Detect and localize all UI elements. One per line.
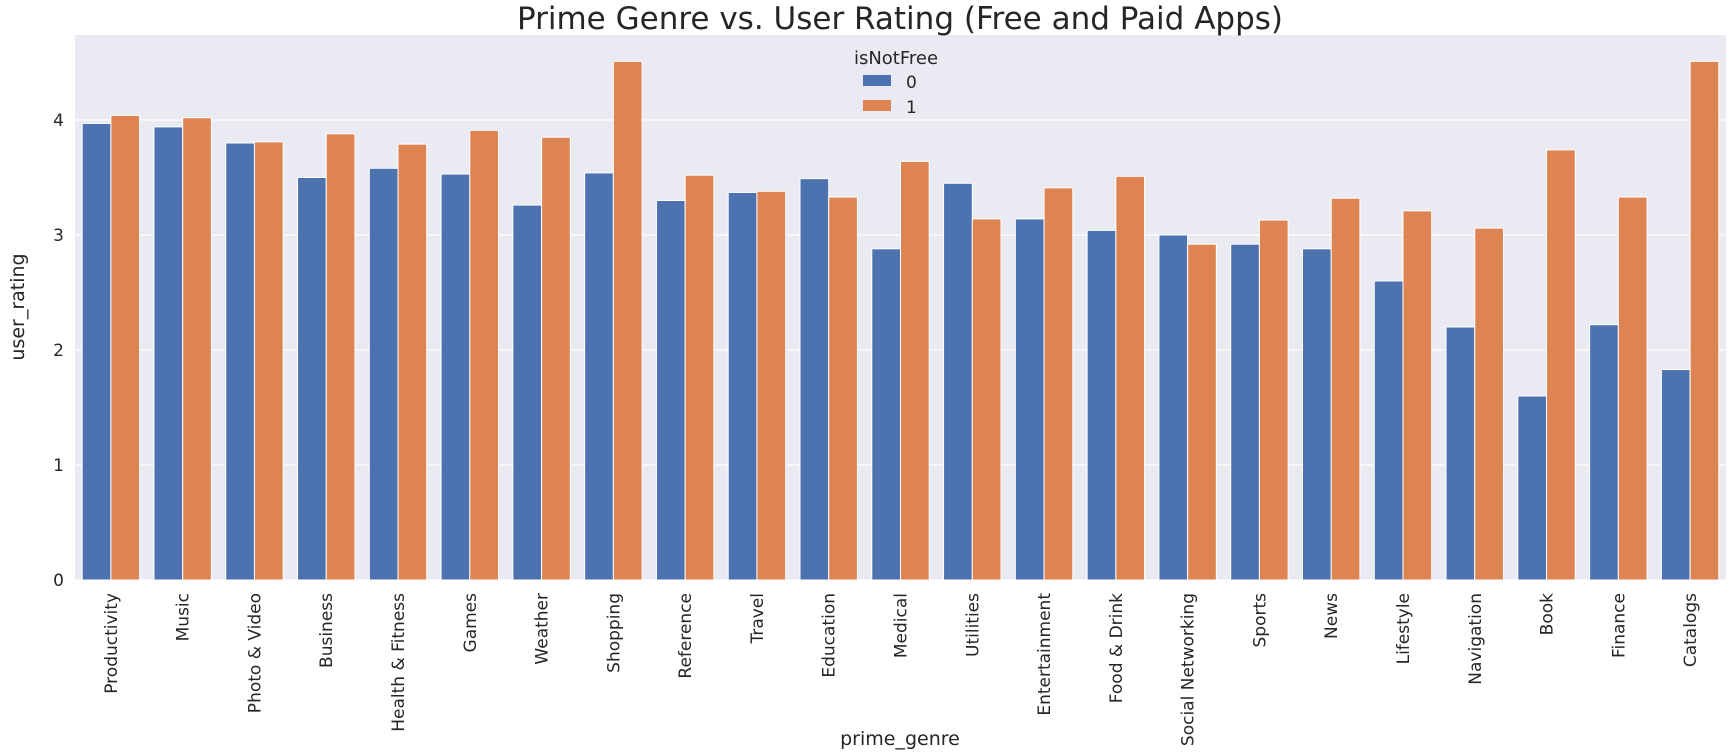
x-tick-labels: Productivity Music Photo & Video Business He… <box>102 593 1701 746</box>
bar-series-1-7 <box>612 60 643 581</box>
bar-series-0-13 <box>1014 218 1045 581</box>
legend-label-0: 0 <box>906 73 917 93</box>
bar-series-0-5 <box>440 173 471 581</box>
bar-series-0-14 <box>1086 229 1117 581</box>
bar-series-1-1 <box>182 117 212 581</box>
bar-series-0-22 <box>1660 369 1691 581</box>
legend-label-1: 1 <box>906 98 917 118</box>
x-tick-label: Food & Drink <box>1107 593 1127 703</box>
bar-series-1-16 <box>1258 219 1289 581</box>
bar-series-0-4 <box>368 167 399 581</box>
bar-series-1-2 <box>253 141 284 581</box>
y-tick-label: 1 <box>53 456 64 476</box>
bar-series-1-22 <box>1689 60 1720 581</box>
x-tick-label: Education <box>820 593 840 678</box>
bar-series-0-8 <box>655 200 686 581</box>
x-tick-label: Sports <box>1250 593 1270 648</box>
bar-series-1-12 <box>971 218 1002 581</box>
x-tick-label: Business <box>317 593 337 668</box>
x-tick-label: Photo & Video <box>246 593 266 713</box>
bar-series-1-17 <box>1330 197 1361 581</box>
x-tick-label: Productivity <box>102 593 122 694</box>
x-tick-label: Weather <box>533 593 553 665</box>
bar-series-0-16 <box>1230 243 1260 581</box>
bar-series-0-12 <box>943 182 973 581</box>
x-tick-label: Finance <box>1609 593 1629 658</box>
bar-series-1-3 <box>325 133 356 581</box>
bar-series-0-11 <box>871 248 901 581</box>
bar-series-0-10 <box>799 178 830 581</box>
bar-series-1-13 <box>1043 187 1074 581</box>
bar-series-1-15 <box>1187 243 1217 581</box>
bar-series-1-8 <box>684 174 715 581</box>
legend-swatch-0 <box>863 75 891 86</box>
bar-series-1-21 <box>1617 196 1648 581</box>
x-tick-label: Shopping <box>604 593 624 673</box>
x-tick-label: Utilities <box>963 593 983 657</box>
bar-series-1-4 <box>397 143 428 581</box>
bar-series-0-17 <box>1301 248 1332 581</box>
y-tick-label: 0 <box>53 571 64 591</box>
x-tick-label: Travel <box>748 593 768 645</box>
x-tick-label: Book <box>1538 593 1558 635</box>
bar-series-0-2 <box>225 142 255 581</box>
legend: isNotFree 0 1 <box>854 48 938 118</box>
bar-series-1-6 <box>541 136 571 581</box>
bar-series-0-3 <box>297 177 327 581</box>
bar-series-0-7 <box>584 172 614 581</box>
x-tick-label: Medical <box>892 593 912 658</box>
bar-series-0-21 <box>1589 324 1619 581</box>
bar-series-0-20 <box>1517 395 1548 581</box>
bar-series-0-6 <box>512 204 543 581</box>
x-tick-label: Health & Fitness <box>389 593 409 732</box>
x-axis-label: prime_genre <box>840 728 960 750</box>
bar-series-0-18 <box>1373 280 1404 581</box>
bar-series-0-1 <box>153 126 184 581</box>
x-tick-label: Games <box>461 593 481 653</box>
chart-title: Prime Genre vs. User Rating (Free and Pa… <box>517 1 1283 37</box>
x-tick-label: Social Networking <box>1179 593 1199 746</box>
legend-swatch-1 <box>863 100 891 111</box>
x-tick-label: Music <box>174 593 194 641</box>
bar-series-0-15 <box>1158 234 1189 581</box>
y-tick-label: 3 <box>53 226 64 246</box>
x-tick-label: Catalogs <box>1681 593 1701 667</box>
legend-title: isNotFree <box>854 48 938 69</box>
bars <box>81 60 1720 581</box>
x-tick-label: Reference <box>676 593 696 679</box>
x-tick-label: Lifestyle <box>1394 593 1414 664</box>
bar-series-1-19 <box>1474 227 1504 581</box>
bar-series-1-18 <box>1402 210 1433 581</box>
bar-series-1-9 <box>756 190 787 581</box>
y-tick-labels: 0 1 2 3 4 <box>53 111 64 591</box>
x-tick-label: Navigation <box>1466 593 1486 685</box>
bar-series-1-5 <box>469 129 500 581</box>
bar-series-1-11 <box>900 160 930 581</box>
bar-series-0-9 <box>727 191 758 581</box>
bar-series-0-19 <box>1445 326 1476 581</box>
bar-series-1-14 <box>1115 175 1146 581</box>
bar-series-0-0 <box>81 122 112 581</box>
x-tick-label: News <box>1322 593 1342 639</box>
bar-series-1-20 <box>1546 149 1576 581</box>
bar-series-1-10 <box>828 196 858 581</box>
y-axis-label: user_rating <box>7 253 29 360</box>
y-tick-label: 2 <box>53 341 64 361</box>
y-tick-label: 4 <box>53 111 64 131</box>
x-tick-label: Entertainment <box>1035 593 1055 716</box>
bar-series-1-0 <box>110 114 141 581</box>
